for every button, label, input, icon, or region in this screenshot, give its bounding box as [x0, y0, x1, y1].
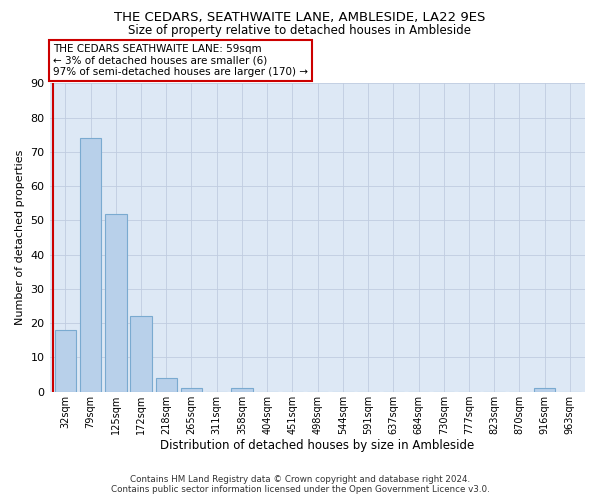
Bar: [155, 378, 177, 392]
Text: THE CEDARS SEATHWAITE LANE: 59sqm
← 3% of detached houses are smaller (6)
97% of: THE CEDARS SEATHWAITE LANE: 59sqm ← 3% o…: [53, 44, 308, 77]
Bar: [80, 138, 101, 392]
Text: Contains HM Land Registry data © Crown copyright and database right 2024.
Contai: Contains HM Land Registry data © Crown c…: [110, 474, 490, 494]
Text: Size of property relative to detached houses in Ambleside: Size of property relative to detached ho…: [128, 24, 472, 37]
Bar: [105, 214, 127, 392]
Bar: [181, 388, 202, 392]
Bar: [55, 330, 76, 392]
Bar: [130, 316, 152, 392]
Text: THE CEDARS, SEATHWAITE LANE, AMBLESIDE, LA22 9ES: THE CEDARS, SEATHWAITE LANE, AMBLESIDE, …: [115, 12, 485, 24]
X-axis label: Distribution of detached houses by size in Ambleside: Distribution of detached houses by size …: [160, 440, 475, 452]
Bar: [231, 388, 253, 392]
Bar: [534, 388, 556, 392]
Y-axis label: Number of detached properties: Number of detached properties: [15, 150, 25, 325]
